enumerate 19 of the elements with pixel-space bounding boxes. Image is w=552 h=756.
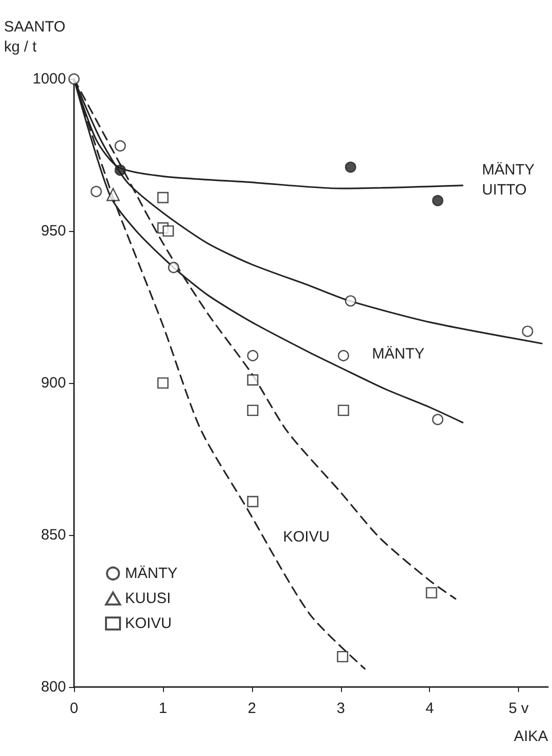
annotation: MÄNTY [372, 346, 424, 362]
y-tick-label: 1000 [32, 70, 66, 88]
x-tick-label: 2 [248, 700, 256, 717]
legend-label: KOIVU [125, 615, 172, 632]
y-tick-label: 900 [40, 374, 66, 392]
x-tick-label: 5 v [508, 700, 530, 717]
y-tick-label: 800 [40, 678, 66, 696]
legend-label: MÄNTY [125, 565, 178, 582]
legend-label: KUUSI [125, 590, 171, 607]
x-tick-label: 4 [426, 700, 434, 717]
x-tick-label: 0 [70, 700, 78, 717]
annotation: MÄNTY UITTO [482, 162, 534, 198]
y-axis-title: SAANTO kg / t [4, 18, 66, 56]
x-tick-label: 3 [336, 700, 345, 717]
x-axis-title: AIKA [514, 728, 548, 745]
x-tick-label: 1 [158, 700, 168, 717]
y-tick-label: 850 [40, 526, 66, 544]
y-tick-label: 950 [40, 222, 66, 240]
annotation: KOIVU [283, 528, 330, 546]
